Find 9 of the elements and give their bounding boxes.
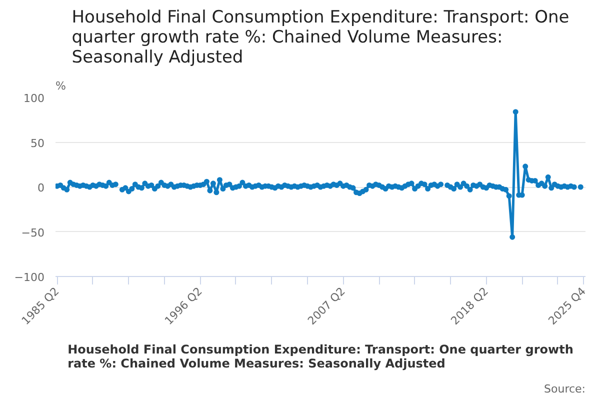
y-tick-label: 100 <box>24 92 45 105</box>
chart-title: Household Final Consumption Expenditure: Transport: One quarter growth rate %: Chained Volume Measures: Seasonally Adjusted <box>72 8 570 68</box>
y-tick-label: −100 <box>14 271 45 284</box>
source-note: Source: <box>544 382 586 396</box>
y-tick-label: 50 <box>30 136 45 150</box>
y-tick-label: −50 <box>21 226 45 240</box>
y-tick-label: 0 <box>38 182 44 194</box>
x-axis-title: Household Final Consumption Expenditure: Transport: One quarter growth rate %: Chained Volume Measures: Seasonally Adjusted <box>68 342 574 370</box>
y-axis-title: % <box>56 80 66 92</box>
